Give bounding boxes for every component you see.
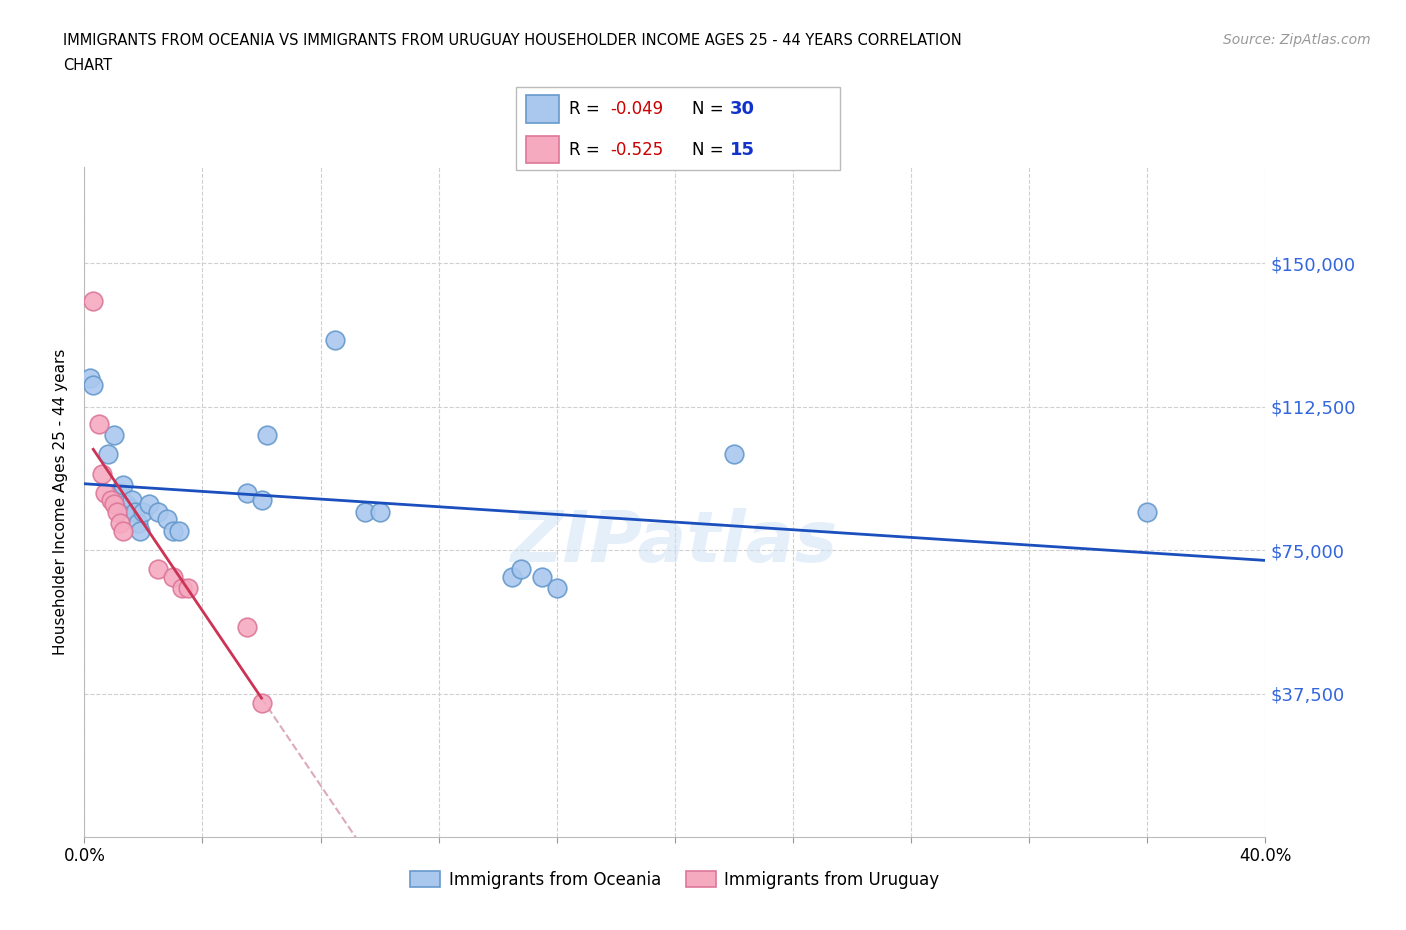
Point [103, 428, 125, 443]
Point [256, 428, 278, 443]
Point [167, 524, 190, 538]
Y-axis label: Householder Income Ages 25 - 44 years: Householder Income Ages 25 - 44 years [53, 349, 69, 656]
Point [510, 562, 533, 577]
Point [138, 497, 160, 512]
FancyBboxPatch shape [516, 87, 841, 170]
Text: N =: N = [692, 100, 728, 118]
Point [177, 581, 200, 596]
Point [105, 504, 128, 519]
Text: -0.525: -0.525 [610, 140, 664, 158]
Point [546, 581, 568, 596]
Point [97, 447, 120, 462]
Point [82, 379, 104, 393]
Point [79, 370, 101, 385]
Text: R =: R = [569, 140, 606, 158]
Point [94, 485, 117, 500]
Point [354, 504, 377, 519]
Point [170, 581, 193, 596]
Point [250, 493, 273, 508]
Point [723, 447, 745, 462]
Text: R =: R = [569, 100, 606, 118]
Point [501, 569, 523, 584]
Point [162, 524, 184, 538]
Text: ZIPatlas: ZIPatlas [512, 508, 838, 577]
Point [91, 466, 114, 481]
Point [108, 485, 131, 500]
Point [236, 485, 259, 500]
Point [148, 562, 170, 577]
Point [132, 504, 155, 519]
FancyBboxPatch shape [526, 136, 560, 164]
Point [323, 332, 347, 347]
Point [108, 516, 131, 531]
Text: 15: 15 [730, 140, 755, 158]
Point [236, 619, 259, 634]
Point [118, 500, 141, 515]
Point [114, 497, 136, 512]
Point [124, 504, 146, 519]
Point [111, 477, 134, 492]
Text: -0.049: -0.049 [610, 100, 664, 118]
Point [156, 512, 179, 527]
Point [368, 504, 391, 519]
Point [100, 493, 122, 508]
Text: IMMIGRANTS FROM OCEANIA VS IMMIGRANTS FROM URUGUAY HOUSEHOLDER INCOME AGES 25 - : IMMIGRANTS FROM OCEANIA VS IMMIGRANTS FR… [63, 33, 962, 47]
Point [111, 524, 134, 538]
Point [129, 524, 152, 538]
Text: 30: 30 [730, 100, 755, 118]
Point [89, 417, 111, 432]
Point [530, 569, 553, 584]
Point [250, 696, 273, 711]
Text: N =: N = [692, 140, 728, 158]
Point [103, 497, 125, 512]
Point [1136, 504, 1159, 519]
Point [127, 516, 149, 531]
Point [82, 294, 104, 309]
FancyBboxPatch shape [526, 95, 560, 123]
Point [121, 493, 143, 508]
Point [162, 569, 184, 584]
Text: Source: ZipAtlas.com: Source: ZipAtlas.com [1223, 33, 1371, 46]
Text: CHART: CHART [63, 58, 112, 73]
Point [148, 504, 170, 519]
Legend: Immigrants from Oceania, Immigrants from Uruguay: Immigrants from Oceania, Immigrants from… [404, 864, 946, 896]
